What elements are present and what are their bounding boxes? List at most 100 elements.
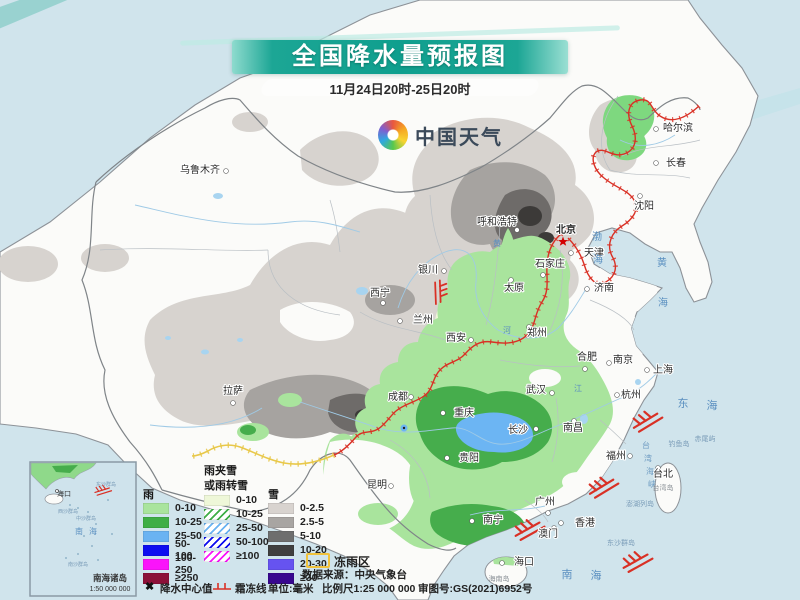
city-marker: 济南 [584, 280, 615, 295]
legend-item: 0-10 [143, 501, 205, 515]
precip-center-label: 降水中心值 [160, 583, 213, 595]
legend-item: 0-2.5 [268, 501, 330, 515]
legend-rain-title: 雨 [143, 489, 154, 501]
svg-text:黄: 黄 [657, 256, 667, 269]
legend-snow: 雪 0-2.5 2.5-5 5-10 10-20 20-30 ≥30 [268, 478, 330, 585]
svg-text:福州: 福州 [606, 449, 626, 462]
city-marker: 郑州 [526, 324, 548, 340]
svg-text:长春: 长春 [666, 157, 686, 169]
province-borders [99, 95, 701, 523]
svg-text:兰州: 兰州 [413, 313, 433, 326]
svg-text:海南岛: 海南岛 [489, 574, 510, 583]
city-marker: 重庆 [440, 405, 475, 420]
data-source: 数据来源：中央气象台 [302, 569, 407, 581]
city-marker: 福州 [605, 448, 633, 463]
svg-text:赤尾屿: 赤尾屿 [695, 434, 716, 443]
legend-item: 10-25 [143, 515, 205, 529]
svg-text:合肥: 合肥 [577, 350, 597, 363]
svg-text:乌鲁木齐: 乌鲁木齐 [180, 163, 220, 176]
city-marker: 香港 [558, 516, 596, 530]
frost-lines [191, 97, 701, 467]
color-swatch [268, 544, 294, 556]
svg-text:西安: 西安 [446, 331, 466, 344]
city-marker: 成都 [387, 390, 414, 404]
legend-sleet-title-1: 雨夹雪 [204, 465, 237, 477]
city-marker: 银川 [417, 262, 447, 277]
brand-logo: 中国天气 [378, 120, 503, 150]
color-swatch [143, 558, 169, 570]
svg-text:哈尔滨: 哈尔滨 [663, 121, 693, 134]
scale-label: 比例尺1:25 000 000 [322, 583, 416, 595]
svg-text:海: 海 [707, 398, 718, 412]
svg-text:东: 东 [678, 397, 689, 410]
precip-center-icon: ✖ [145, 581, 155, 593]
city-marker: 哈尔滨 [653, 120, 694, 135]
legend-sleet: 雨夹雪 或雨转雪 0-10 10-25 25-50 50-100 ≥100 [204, 462, 270, 563]
color-swatch [204, 508, 230, 520]
color-swatch [204, 494, 230, 506]
color-swatch [268, 558, 294, 570]
color-swatch [268, 502, 294, 514]
inset-labels: 海口 南 海 东沙群岛 西沙群岛 中沙群岛 南沙群岛 南海诸岛 1:50 000… [57, 481, 131, 593]
city-marker: 杭州 [614, 387, 642, 402]
city-label: 北京 [556, 223, 576, 236]
svg-text:济南: 济南 [594, 281, 614, 294]
color-swatch [143, 544, 169, 556]
approval-number: 审图号:GS(2021)6952号 [418, 583, 533, 595]
svg-text:太原: 太原 [504, 281, 524, 294]
legend-item: 10-25 [204, 507, 270, 521]
city-marker: 兰州 [397, 312, 434, 327]
city-marker: 昆明 [366, 478, 394, 492]
svg-text:昆明: 昆明 [367, 479, 387, 491]
legend-item: ≥100 [204, 549, 270, 563]
legend-item: 5-10 [268, 529, 330, 543]
taiwan-island [654, 462, 682, 514]
city-marker: 沈阳 [633, 193, 655, 213]
svg-text:沈阳: 沈阳 [634, 199, 654, 212]
svg-text:呼和浩特: 呼和浩特 [477, 216, 517, 228]
south-china-sea-inset [29, 461, 137, 597]
legend-item: 100-250 [143, 552, 205, 576]
svg-text:海: 海 [591, 568, 602, 582]
legend-item: 25-50 [143, 529, 205, 543]
svg-text:南沙群岛: 南沙群岛 [68, 561, 88, 568]
page-title: 全国降水量预报图 [292, 43, 508, 70]
title-banner: 全国降水量预报图 [232, 40, 568, 74]
color-swatch [204, 536, 230, 548]
svg-text:重庆: 重庆 [454, 406, 474, 419]
svg-text:江: 江 [574, 384, 582, 393]
svg-text:长沙: 长沙 [508, 424, 528, 436]
svg-text:东沙群岛: 东沙群岛 [607, 538, 635, 547]
svg-text:海口: 海口 [57, 489, 71, 498]
color-swatch [143, 516, 169, 528]
color-swatch [268, 572, 294, 584]
city-marker: 合肥 [576, 349, 598, 372]
svg-text:海: 海 [658, 296, 668, 309]
city-marker: 广州 [534, 495, 556, 516]
svg-text:台: 台 [642, 440, 650, 450]
svg-text:东沙群岛: 东沙群岛 [96, 481, 116, 488]
svg-text:台湾岛: 台湾岛 [653, 483, 674, 492]
svg-text:澳门: 澳门 [538, 527, 558, 540]
city-marker: 呼和浩特 [476, 215, 520, 233]
legend-item: 2.5-5 [268, 515, 330, 529]
legend-item: 50-100 [204, 535, 270, 549]
svg-text:钓鱼岛: 钓鱼岛 [669, 439, 690, 448]
city-marker: 太原 [503, 277, 525, 295]
svg-text:西宁: 西宁 [370, 286, 390, 299]
city-marker: 石家庄 [534, 256, 566, 278]
legend-item: 0-10 [204, 493, 270, 507]
svg-text:中沙群岛: 中沙群岛 [76, 515, 96, 522]
color-swatch [143, 502, 169, 514]
svg-text:石家庄: 石家庄 [535, 257, 565, 270]
legend-item: ≥30 [268, 571, 330, 585]
color-swatch [143, 530, 169, 542]
city-marker: 南宁 [469, 512, 504, 527]
color-swatch [268, 530, 294, 542]
legend-snow-title: 雪 [268, 489, 279, 501]
sea-labels: 渤 海 黄 海 东 海 南 海 台 湾 海 峡 黄 河 江 台湾岛 钓鱼岛 赤尾… [489, 230, 718, 583]
city-marker: 长春 [653, 156, 687, 170]
color-swatch [204, 550, 230, 562]
svg-text:天津: 天津 [584, 247, 604, 259]
